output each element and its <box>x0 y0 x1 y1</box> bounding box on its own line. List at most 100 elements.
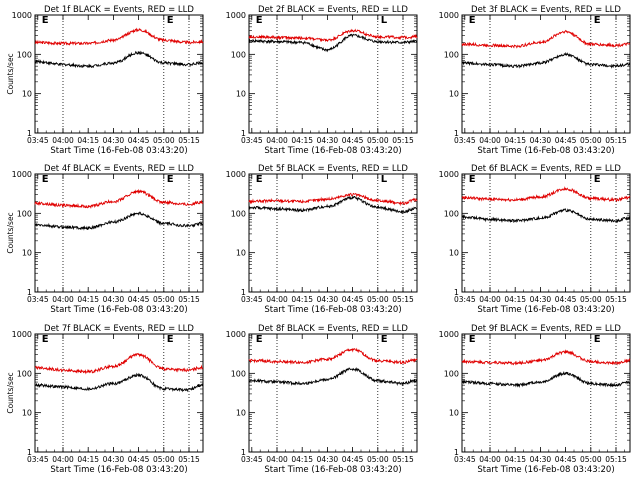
event-rate-series-line <box>248 195 418 215</box>
x-tick-label: 03:45 <box>241 136 263 145</box>
y-tick-label: 100 <box>231 209 246 218</box>
x-tick-label: 05:15 <box>178 295 200 304</box>
x-axis-label: Start Time (16-Feb-08 03:43:20) <box>50 465 187 475</box>
plot-frame <box>34 173 204 293</box>
x-tick-label: 04:45 <box>128 455 150 464</box>
y-tick-label: 10 <box>236 409 246 418</box>
event-marker-label: E <box>256 174 263 185</box>
event-rate-series-line <box>34 211 204 231</box>
y-tick-label: 1000 <box>226 170 246 179</box>
y-tick-label: 100 <box>231 50 246 59</box>
event-marker-label: E <box>42 15 49 26</box>
x-axis-label: Start Time (16-Feb-08 03:43:20) <box>477 305 614 315</box>
x-tick-label: 03:45 <box>454 136 476 145</box>
detector-panel: 1 10 100 1000 03:45 04:00 04:15 04:30 04:45 05:00… <box>439 5 631 156</box>
x-tick-label: 04:15 <box>504 295 526 304</box>
event-marker-label: E <box>594 15 601 26</box>
x-axis-label: Start Time (16-Feb-08 03:43:20) <box>50 146 187 156</box>
detector-panel: 1 10 100 1000 03:45 04:00 04:15 04:30 04:45 05:00… <box>6 5 204 156</box>
y-tick-label: 100 <box>17 369 32 378</box>
plot-frame <box>461 173 631 293</box>
event-marker-label: E <box>42 334 49 345</box>
x-tick-label: 05:15 <box>178 455 200 464</box>
y-tick-label: 10 <box>22 90 32 99</box>
detector-panel: 1 10 100 1000 03:45 04:00 04:15 04:30 04:45 05:00… <box>439 324 631 475</box>
x-axis-label: Start Time (16-Feb-08 03:43:20) <box>50 305 187 315</box>
plot-frame <box>461 14 631 134</box>
x-tick-label: 05:00 <box>367 136 389 145</box>
event-marker-label: E <box>594 334 601 345</box>
event-marker-label: E <box>469 15 476 26</box>
y-tick-label: 10 <box>22 409 32 418</box>
x-tick-label: 04:30 <box>103 136 125 145</box>
x-tick-label: 04:45 <box>555 136 577 145</box>
x-tick-label: 04:15 <box>504 136 526 145</box>
panel-title: Det 9f BLACK = Events, RED = LLD <box>471 324 621 334</box>
x-tick-label: 04:45 <box>555 455 577 464</box>
x-tick-label: 04:00 <box>266 455 288 464</box>
detector-panel: 1 10 100 1000 03:45 04:00 04:15 04:30 04:45 05:00… <box>226 164 418 315</box>
y-tick-label: 10 <box>236 90 246 99</box>
x-tick-label: 04:30 <box>103 455 125 464</box>
y-tick-label: 1000 <box>439 170 459 179</box>
y-axis-label: Counts/sec <box>6 212 15 253</box>
x-tick-label: 04:15 <box>77 136 99 145</box>
y-tick-label: 1000 <box>439 11 459 20</box>
y-tick-label: 1 <box>241 129 246 138</box>
x-tick-label: 04:15 <box>291 455 313 464</box>
x-tick-label: 04:15 <box>291 295 313 304</box>
event-marker-label: E <box>167 174 174 185</box>
x-tick-label: 04:30 <box>530 455 552 464</box>
event-rate-series-line <box>461 208 631 224</box>
event-marker-label: L <box>381 15 388 26</box>
event-rate-series-line <box>461 51 631 69</box>
lld-rate-series-line <box>34 27 204 46</box>
x-tick-label: 03:45 <box>27 455 49 464</box>
x-tick-label: 04:45 <box>342 455 364 464</box>
y-tick-label: 100 <box>444 50 459 59</box>
event-marker-label: E <box>167 334 174 345</box>
x-axis-label: Start Time (16-Feb-08 03:43:20) <box>264 465 401 475</box>
lld-rate-series-line <box>461 29 631 49</box>
x-tick-label: 05:15 <box>605 455 627 464</box>
x-tick-label: 04:30 <box>317 136 339 145</box>
y-tick-label: 1 <box>454 288 459 297</box>
detector-panel: 1 10 100 1000 03:45 04:00 04:15 04:30 04:45 05:00… <box>226 5 418 156</box>
x-tick-label: 04:00 <box>52 136 74 145</box>
event-marker-label: E <box>381 334 388 345</box>
detector-panel: 1 10 100 1000 03:45 04:00 04:15 04:30 04:45 05:00… <box>6 324 204 475</box>
x-tick-label: 04:00 <box>479 295 501 304</box>
event-marker-label: E <box>469 174 476 185</box>
plot-frame <box>461 333 631 453</box>
y-axis-label: Counts/sec <box>6 53 15 94</box>
x-tick-label: 04:15 <box>77 295 99 304</box>
x-tick-label: 05:00 <box>367 295 389 304</box>
y-tick-label: 10 <box>22 249 32 258</box>
x-tick-label: 04:45 <box>128 295 150 304</box>
panel-title: Det 8f BLACK = Events, RED = LLD <box>258 324 408 334</box>
x-tick-label: 04:00 <box>52 455 74 464</box>
x-tick-label: 05:00 <box>367 455 389 464</box>
x-tick-label: 05:15 <box>178 136 200 145</box>
x-axis-label: Start Time (16-Feb-08 03:43:20) <box>477 146 614 156</box>
plot-frame <box>248 333 418 453</box>
y-tick-label: 1 <box>241 288 246 297</box>
x-tick-label: 03:45 <box>27 136 49 145</box>
x-tick-label: 04:00 <box>52 295 74 304</box>
panel-title: Det 5f BLACK = Events, RED = LLD <box>258 164 408 174</box>
panel-title: Det 7f BLACK = Events, RED = LLD <box>44 324 194 334</box>
x-tick-label: 04:15 <box>504 455 526 464</box>
lld-rate-series-line <box>461 186 631 203</box>
x-tick-label: 05:00 <box>580 455 602 464</box>
x-tick-label: 05:15 <box>392 295 414 304</box>
lld-rate-series-line <box>248 347 418 365</box>
x-tick-label: 05:00 <box>153 295 175 304</box>
detector-panel: 1 10 100 1000 03:45 04:00 04:15 04:30 04:45 05:00… <box>6 164 204 315</box>
event-marker-label: E <box>469 334 476 345</box>
x-tick-label: 05:00 <box>153 136 175 145</box>
x-tick-label: 05:15 <box>392 136 414 145</box>
y-tick-label: 10 <box>449 249 459 258</box>
x-tick-label: 04:00 <box>479 136 501 145</box>
event-marker-label: E <box>42 174 49 185</box>
